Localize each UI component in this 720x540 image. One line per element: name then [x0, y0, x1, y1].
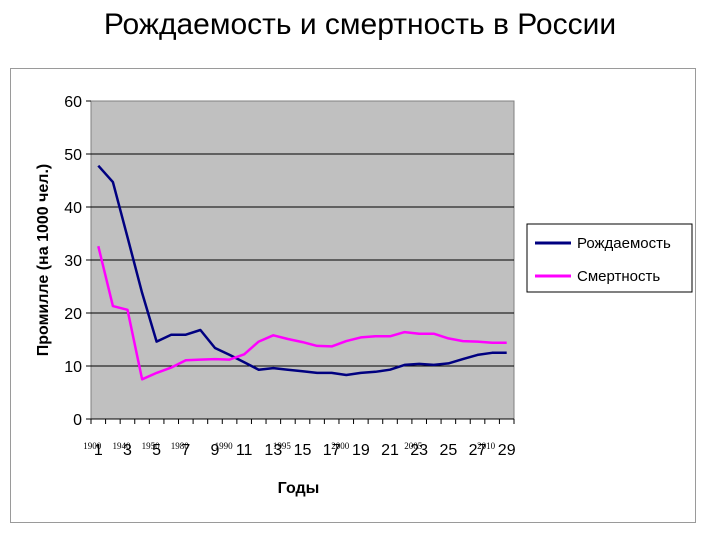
year-label: 2010 [477, 441, 496, 451]
y-tick-label: 50 [64, 147, 82, 164]
x-tick-label: 19 [352, 442, 370, 459]
x-tick-label: 27 [469, 442, 487, 459]
year-label: 2000 [331, 441, 350, 451]
x-tick-label: 21 [381, 442, 399, 459]
legend: Рождаемость Смертность [526, 223, 693, 293]
x-tick-label: 25 [439, 442, 457, 459]
x-axis-ticks: 1 3 5 7 9 11 13 15 17 19 21 23 25 27 29 [90, 418, 516, 459]
series-line-2 [97, 245, 507, 381]
legend-label: Рождаемость [577, 235, 671, 252]
x-tick-label: 9 [211, 442, 220, 459]
year-label: 1950 [142, 441, 161, 451]
y-axis-title: Промилле (на 1000 чел.) [35, 164, 52, 356]
series-lines [97, 164, 507, 381]
year-label: 1980 [171, 441, 190, 451]
x-tick-label: 11 [236, 442, 253, 459]
legend-label: Смертность [577, 268, 660, 285]
year-label: 2005 [404, 441, 423, 451]
x-tick-label: 1 [94, 442, 103, 459]
x-tick-label: 29 [498, 442, 516, 459]
x-tick-label: 7 [181, 442, 190, 459]
y-tick-label: 0 [73, 412, 82, 429]
x-tick-label: 3 [123, 442, 132, 459]
year-label: 1995 [273, 441, 292, 451]
x-tick-label: 17 [323, 442, 341, 459]
year-label: 1940 [112, 441, 131, 451]
x-axis-title: Годы [278, 480, 320, 497]
grid-lines [91, 153, 514, 367]
legend-box [526, 223, 693, 293]
y-tick-label: 60 [64, 94, 82, 111]
y-tick-label: 10 [64, 359, 82, 376]
series-line-1 [97, 164, 507, 377]
slide-title: Рождаемость и смертность в России [103, 8, 617, 41]
y-tick-label: 40 [64, 200, 82, 217]
year-labels: 1900 1940 1950 1980 1990 1995 2000 2005 2010 [83, 441, 495, 451]
y-axis-ticks: 0 10 20 30 40 50 60 [64, 94, 91, 429]
year-label: 1900 [83, 441, 102, 451]
x-tick-label: 5 [152, 442, 161, 459]
x-tick-label: 15 [294, 442, 312, 459]
y-tick-label: 30 [64, 253, 82, 270]
x-tick-label: 13 [264, 442, 282, 459]
x-tick-label: 23 [410, 442, 428, 459]
y-tick-label: 20 [64, 306, 82, 323]
year-label: 1990 [215, 441, 234, 451]
